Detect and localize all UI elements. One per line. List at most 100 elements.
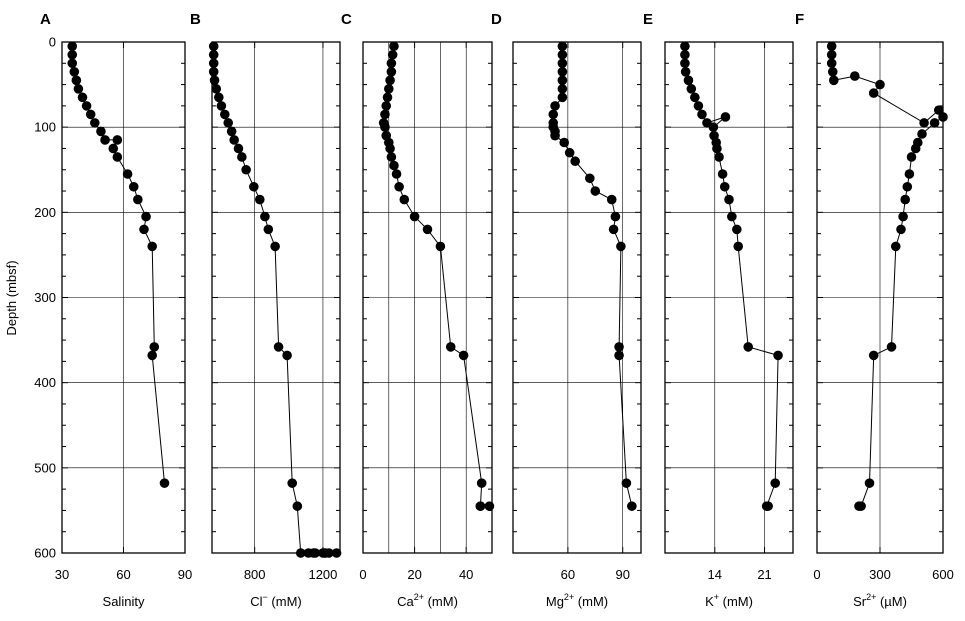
- data-point: [557, 75, 568, 86]
- data-point: [570, 156, 580, 167]
- data-point: [590, 186, 601, 196]
- x-axis-label-unit: (mM): [719, 594, 753, 609]
- panel-letter: C: [341, 11, 352, 28]
- x-tick-label: 90: [178, 567, 192, 582]
- data-point: [209, 75, 220, 86]
- data-point: [829, 75, 839, 86]
- data-point: [90, 118, 100, 128]
- data-point: [683, 75, 694, 86]
- data-point: [690, 92, 700, 103]
- data-point: [386, 67, 397, 77]
- data-point: [249, 181, 259, 192]
- x-tick-label: 20: [407, 567, 421, 582]
- data-point: [237, 152, 247, 162]
- data-point: [387, 49, 398, 60]
- data-point: [826, 49, 837, 60]
- data-point: [226, 126, 237, 137]
- data-point: [220, 109, 230, 120]
- data-point: [409, 211, 420, 222]
- data-point: [559, 137, 569, 148]
- plot-frame: [816, 41, 944, 554]
- data-point: [282, 350, 292, 361]
- data-point: [680, 58, 690, 69]
- data-point: [292, 501, 303, 511]
- panel-b: B 800 1200 Cl− (mM): [190, 11, 342, 609]
- x-tick-label: 1200: [308, 567, 337, 582]
- data-point: [826, 58, 837, 69]
- panel-d: D 60 90 Mg2+ (mM): [491, 11, 642, 609]
- data-point: [621, 478, 632, 488]
- data-point: [133, 194, 143, 205]
- x-axis-label: Ca2+ (mM): [397, 592, 458, 609]
- data-point: [550, 101, 560, 111]
- x-axis-label-superscript: 2+: [414, 592, 424, 602]
- data-point: [241, 164, 251, 175]
- x-axis-label: Mg2+ (mM): [546, 592, 608, 609]
- data-point: [386, 152, 397, 162]
- data-point: [108, 143, 119, 154]
- x-axis-label-text: Cl: [250, 594, 262, 609]
- data-point: [391, 169, 402, 179]
- x-axis-label: Cl− (mM): [250, 592, 301, 609]
- data-point: [385, 143, 395, 154]
- data-point: [112, 152, 123, 162]
- data-point: [147, 350, 157, 361]
- data-point: [382, 92, 393, 103]
- data-point: [557, 92, 568, 103]
- data-point: [557, 84, 568, 94]
- x-axis-label-text: Mg: [546, 594, 564, 609]
- data-point: [896, 224, 906, 235]
- y-tick-label: 0: [49, 35, 56, 50]
- data-point: [208, 58, 219, 69]
- data-point: [854, 501, 864, 511]
- x-axis-label-unit: (µM): [876, 594, 907, 609]
- data-point: [270, 241, 280, 252]
- data-point: [886, 342, 897, 352]
- y-tick-label: 300: [34, 290, 56, 305]
- data-point: [67, 49, 78, 60]
- data-point: [827, 67, 838, 77]
- data-point: [680, 67, 691, 77]
- data-point: [223, 118, 234, 128]
- data-point: [714, 152, 724, 162]
- x-tick-label: 60: [561, 567, 575, 582]
- data-point: [384, 84, 394, 94]
- data-point: [141, 211, 151, 222]
- x-tick-label: 800: [244, 567, 266, 582]
- panel-letter: A: [40, 11, 51, 28]
- data-point: [100, 135, 110, 145]
- y-tick-label: 500: [34, 460, 56, 475]
- data-point: [614, 342, 624, 352]
- data-point: [147, 241, 157, 252]
- x-axis-label-superscript: 2+: [564, 592, 574, 602]
- data-point: [719, 181, 730, 192]
- x-axis-label-text: Salinity: [103, 594, 145, 609]
- x-axis-label: Salinity: [103, 594, 145, 609]
- data-point: [733, 241, 744, 252]
- x-axis-label: K+ (mM): [705, 592, 753, 609]
- panel-letter: B: [190, 11, 201, 28]
- series-line: [383, 46, 490, 507]
- data-point: [476, 478, 487, 488]
- y-tick-label: 200: [34, 205, 56, 220]
- data-point: [128, 181, 139, 192]
- panel-letter: D: [491, 11, 502, 28]
- x-axis-label: Sr2+ (µM): [853, 592, 907, 609]
- x-tick-label: 21: [757, 567, 771, 582]
- data-point: [548, 109, 559, 120]
- data-point: [902, 181, 913, 192]
- plot-frame: [664, 41, 794, 554]
- data-point: [564, 147, 575, 158]
- data-point: [875, 79, 885, 90]
- x-axis-label-superscript: +: [714, 592, 719, 602]
- data-point: [475, 501, 486, 511]
- data-point: [229, 135, 239, 145]
- data-point: [919, 118, 929, 128]
- x-tick-label: 600: [932, 567, 954, 582]
- data-point: [71, 75, 82, 86]
- data-point: [680, 41, 690, 52]
- data-point: [458, 350, 469, 361]
- x-axis-label-superscript: 2+: [866, 592, 876, 602]
- data-point: [557, 41, 568, 52]
